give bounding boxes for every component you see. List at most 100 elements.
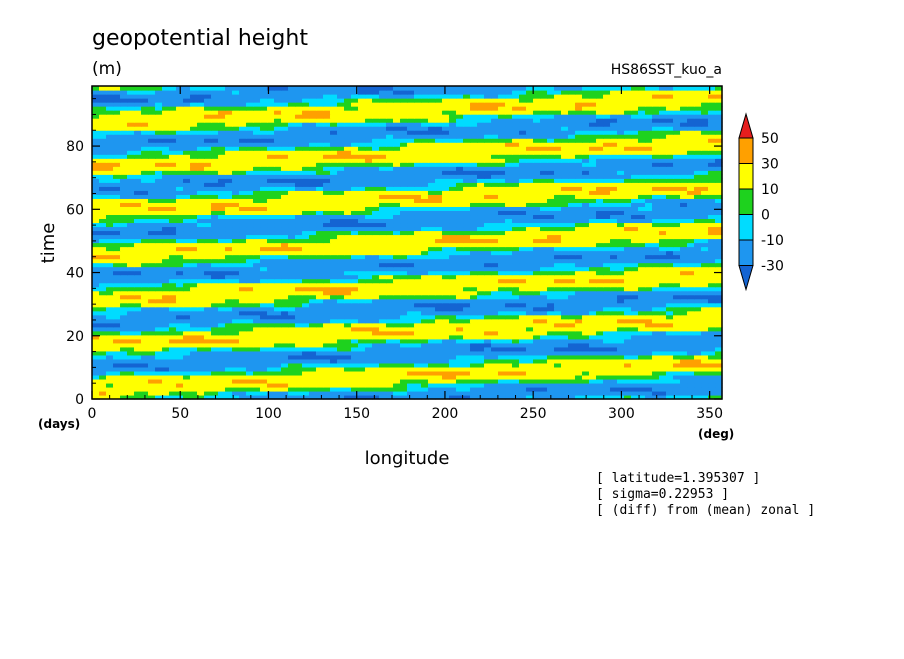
- heatmap-cell: [442, 222, 450, 228]
- heatmap-cell: [624, 346, 632, 352]
- heatmap-cell: [568, 314, 576, 320]
- heatmap-cell: [631, 298, 639, 304]
- heatmap-cell: [540, 294, 548, 300]
- heatmap-cell: [120, 246, 128, 252]
- heatmap-cell: [666, 226, 674, 232]
- heatmap-cell: [113, 238, 121, 244]
- heatmap-cell: [393, 266, 401, 272]
- heatmap-cell: [400, 194, 408, 199]
- heatmap-cell: [673, 206, 681, 211]
- heatmap-cell: [232, 374, 240, 380]
- heatmap-cell: [379, 314, 387, 320]
- heatmap-cell: [645, 238, 653, 244]
- heatmap-cell: [512, 262, 520, 268]
- heatmap-cell: [694, 258, 702, 264]
- heatmap-cell: [211, 190, 219, 195]
- heatmap-cell: [519, 342, 527, 348]
- heatmap-cell: [330, 318, 338, 324]
- heatmap-cell: [463, 318, 471, 324]
- heatmap-cell: [365, 370, 373, 376]
- heatmap-cell: [435, 178, 443, 183]
- heatmap-cell: [484, 354, 492, 360]
- heatmap-cell: [372, 334, 380, 340]
- heatmap-cell: [519, 182, 527, 187]
- heatmap-cell: [134, 330, 142, 336]
- heatmap-cell: [309, 350, 317, 356]
- heatmap-cell: [568, 274, 576, 280]
- heatmap-cell: [372, 266, 380, 272]
- heatmap-cell: [498, 202, 506, 207]
- heatmap-cell: [554, 374, 562, 380]
- heatmap-cell: [211, 194, 219, 199]
- heatmap-cell: [330, 230, 338, 236]
- heatmap-cell: [106, 314, 114, 320]
- heatmap-cell: [470, 310, 478, 316]
- heatmap-cell: [267, 234, 275, 240]
- heatmap-cell: [680, 362, 688, 368]
- heatmap-cell: [666, 282, 674, 288]
- heatmap-cell: [239, 210, 247, 216]
- heatmap-cell: [512, 226, 520, 232]
- heatmap-cell: [211, 318, 219, 324]
- heatmap-cell: [260, 194, 268, 199]
- heatmap-cell: [449, 230, 457, 236]
- heatmap-cell: [463, 350, 471, 356]
- heatmap-cell: [652, 330, 660, 336]
- heatmap-cell: [386, 222, 394, 228]
- heatmap-cell: [617, 370, 625, 376]
- heatmap-cell: [246, 262, 254, 268]
- heatmap-cell: [309, 186, 317, 191]
- heatmap-cell: [393, 274, 401, 280]
- heatmap-cell: [603, 258, 611, 264]
- heatmap-cell: [218, 190, 226, 195]
- heatmap-cell: [274, 390, 282, 396]
- heatmap-cell: [603, 326, 611, 332]
- heatmap-cell: [260, 258, 268, 264]
- heatmap-cell: [148, 330, 156, 336]
- heatmap-cell: [323, 190, 331, 195]
- heatmap-cell: [449, 278, 457, 284]
- heatmap-cell: [463, 238, 471, 244]
- heatmap-cell: [204, 386, 212, 392]
- heatmap-cell: [218, 174, 226, 179]
- heatmap-cell: [414, 370, 422, 376]
- heatmap-cell: [274, 286, 282, 292]
- heatmap-cell: [176, 358, 184, 364]
- heatmap-cell: [211, 254, 219, 260]
- heatmap-cell: [246, 214, 254, 220]
- heatmap-cell: [414, 366, 422, 372]
- heatmap-cell: [694, 250, 702, 256]
- heatmap-cell: [393, 294, 401, 300]
- heatmap-cell: [428, 338, 436, 344]
- heatmap-cell: [330, 238, 338, 244]
- heatmap-cell: [680, 270, 688, 276]
- heatmap-cell: [358, 346, 366, 352]
- heatmap-cell: [169, 270, 177, 276]
- heatmap-cell: [218, 226, 226, 232]
- heatmap-cell: [540, 322, 548, 328]
- heatmap-cell: [547, 190, 555, 195]
- heatmap-cell: [260, 322, 268, 328]
- heatmap-cell: [645, 294, 653, 300]
- heatmap-cell: [400, 206, 408, 211]
- heatmap-cell: [526, 302, 534, 308]
- heatmap-cell: [561, 386, 569, 392]
- heatmap-cell: [232, 346, 240, 352]
- heatmap-cell: [176, 238, 184, 244]
- heatmap-cell: [190, 322, 198, 328]
- heatmap-cell: [547, 234, 555, 240]
- heatmap-cell: [687, 250, 695, 256]
- heatmap-cell: [582, 202, 590, 207]
- heatmap-cell: [491, 178, 499, 183]
- heatmap-cell: [659, 326, 667, 332]
- heatmap-cell: [610, 230, 618, 236]
- heatmap-cell: [183, 278, 191, 284]
- heatmap-cell: [225, 274, 233, 280]
- heatmap-cell: [519, 254, 527, 260]
- heatmap-cell: [645, 306, 653, 312]
- heatmap-cell: [316, 338, 324, 344]
- heatmap-cell: [218, 338, 226, 344]
- heatmap-cell: [449, 258, 457, 264]
- heatmap-cell: [708, 338, 716, 344]
- heatmap-cell: [617, 334, 625, 340]
